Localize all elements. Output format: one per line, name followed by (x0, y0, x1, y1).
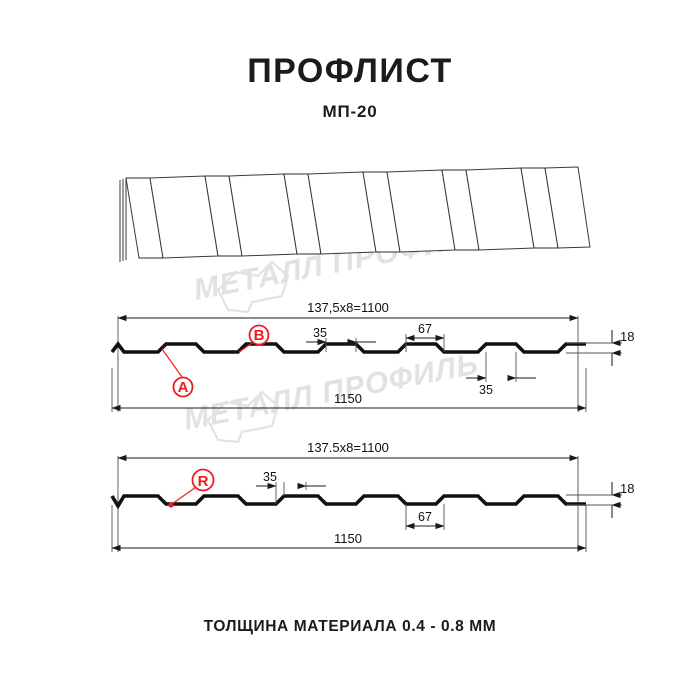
dimension-flat-top-label: 35 (313, 326, 327, 340)
dimension-overall-bottom: 1150 (111, 531, 587, 552)
dimension-rib-67: 67 (405, 504, 445, 530)
callout-r-label: R (198, 473, 209, 490)
dimension-pitch-bottom: 137.5x8=1100 (117, 440, 579, 462)
material-thickness-note: ТОЛЩИНА МАТЕРИАЛА 0.4 - 0.8 ММ (203, 618, 497, 635)
dimension-overall-label: 1150 (334, 531, 362, 546)
watermark-logo (216, 260, 290, 314)
watermark-text: МЕТАЛЛ ПРОФИЛЬ (181, 347, 481, 437)
dimension-pitch-label: 137,5x8=1100 (307, 300, 389, 315)
page-subtitle: МП-20 (322, 102, 378, 121)
dimension-rib-label: 67 (418, 510, 432, 524)
profile-outline-r (110, 494, 586, 510)
profile-outline-a (110, 341, 586, 354)
dimension-overall-label: 1150 (334, 391, 362, 406)
dimension-flat-top-35: 35 (256, 470, 326, 504)
dimension-pitch-top: 137,5x8=1100 (117, 300, 579, 322)
dimension-rib-67: 67 (405, 322, 445, 352)
callout-b-label: B (254, 327, 265, 344)
dimension-flat-top-35: 35 (306, 326, 376, 352)
isometric-profile-sheet (119, 166, 591, 262)
dimension-overall-top: 1150 (111, 391, 587, 412)
page-title: ПРОФЛИСТ (247, 52, 453, 90)
dimension-flat-top-label: 35 (263, 470, 277, 484)
callout-a-label: A (178, 379, 189, 396)
dimension-pitch-label: 137.5x8=1100 (307, 440, 389, 455)
dimension-flat-bottom-35: 35 (466, 352, 536, 397)
dimension-flat-bottom-label: 35 (479, 383, 493, 397)
profile-section-r: 137.5x8=1100 18 (110, 440, 634, 552)
profile-section-a: 137,5x8=1100 18 (110, 300, 634, 412)
dimension-height-bottom: 18 (611, 481, 634, 518)
dimension-height-top: 18 (611, 329, 634, 366)
watermark-logo (206, 390, 280, 444)
callout-r: R (168, 468, 215, 508)
callout-b: B (238, 324, 270, 353)
dimension-rib-label: 67 (418, 322, 432, 336)
callout-a: A (161, 348, 194, 398)
dimension-height-label: 18 (620, 329, 634, 344)
dimension-height-label: 18 (620, 481, 634, 496)
